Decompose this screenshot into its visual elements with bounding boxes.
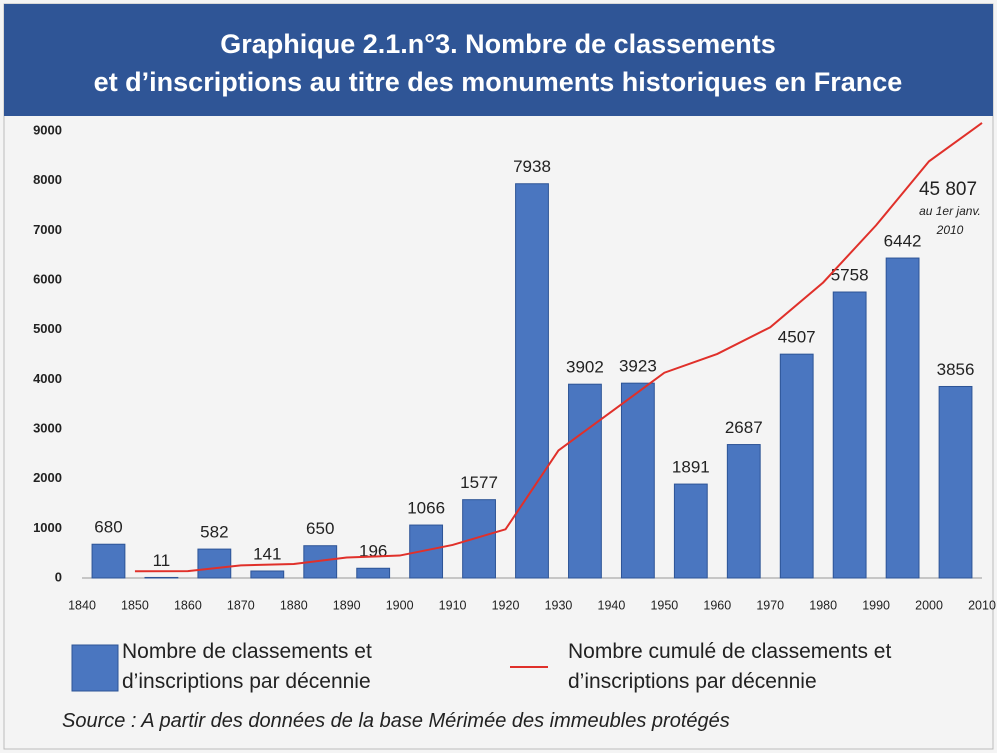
data-label: 3902 (566, 358, 604, 377)
bar (91, 543, 126, 579)
y-tick-label: 0 (55, 569, 62, 584)
y-tick-label: 2000 (33, 470, 62, 485)
data-label: 1891 (672, 458, 710, 477)
data-label: 4507 (778, 328, 816, 347)
annotation: au 1er janv. (919, 204, 981, 218)
bar (197, 548, 232, 579)
bar (885, 257, 920, 579)
x-tick-label: 1990 (862, 598, 890, 612)
x-tick-label: 1960 (703, 598, 731, 612)
x-tick-label: 1870 (227, 598, 255, 612)
bar (673, 483, 708, 579)
data-label: 2687 (725, 418, 763, 437)
data-label: 582 (200, 523, 228, 542)
data-label: 680 (94, 518, 122, 537)
legend-label: Nombre cumulé de classements et d’inscri… (568, 640, 892, 693)
x-tick-label: 1900 (386, 598, 414, 612)
x-tick-label: 1920 (492, 598, 520, 612)
y-tick-label: 1000 (33, 520, 62, 535)
x-tick-label: 1910 (439, 598, 467, 612)
data-label: 196 (359, 542, 387, 561)
data-label: 1577 (460, 473, 498, 492)
data-label: 5758 (831, 266, 869, 285)
data-label: 11 (153, 551, 171, 570)
x-tick-label: 1880 (280, 598, 308, 612)
data-label: 650 (306, 519, 334, 538)
line-group (134, 122, 983, 573)
x-tick-label: 1950 (650, 598, 678, 612)
bar (779, 353, 814, 579)
y-tick-label: 5000 (33, 321, 62, 336)
bar (409, 524, 444, 579)
frame (3, 3, 994, 750)
bar (515, 183, 549, 579)
x-tick-label: 2010 (968, 598, 996, 612)
bar (832, 291, 867, 579)
x-tick-label: 1890 (333, 598, 361, 612)
y-tick-label: 3000 (33, 420, 62, 435)
chart-title: Graphique 2.1.n°3. Nombre de classements (220, 29, 776, 59)
chart-title: et d’inscriptions au titre des monuments… (94, 67, 903, 97)
y-tick-label: 4000 (33, 371, 62, 386)
data-label: 3856 (937, 360, 975, 379)
x-tick-label: 1930 (545, 598, 573, 612)
bar (620, 382, 655, 579)
header (4, 4, 993, 116)
x-tick-label: 1940 (598, 598, 626, 612)
annotation: 2010 (936, 223, 964, 237)
data-label: 7938 (513, 157, 551, 176)
cumulative-line (134, 122, 983, 573)
bar (462, 499, 496, 579)
legend-swatch (71, 644, 119, 692)
x-tick-label: 1860 (174, 598, 202, 612)
x-tick-label: 1840 (68, 598, 96, 612)
x-tick-label: 2000 (915, 598, 943, 612)
bar (356, 567, 391, 579)
data-label: 3923 (619, 357, 657, 376)
data-label: 6442 (884, 232, 922, 251)
x-tick-label: 1850 (121, 598, 149, 612)
bar (938, 385, 973, 579)
bar (568, 383, 602, 579)
x-tick-label: 1970 (756, 598, 784, 612)
y-tick-label: 7000 (33, 222, 62, 237)
bar (250, 570, 285, 579)
y-tick-label: 6000 (33, 271, 62, 286)
bar (144, 576, 179, 579)
legend-label: Nombre de classements et d’inscriptions … (122, 640, 372, 693)
y-tick-label: 9000 (33, 122, 62, 137)
x-tick-label: 1980 (809, 598, 837, 612)
data-label: 45 807 (919, 179, 977, 200)
source: Source : A partir des données de la base… (62, 710, 730, 732)
bar (726, 444, 761, 579)
y-tick-label: 8000 (33, 172, 62, 187)
data-label: 141 (253, 544, 281, 563)
data-label: 1066 (407, 499, 445, 518)
